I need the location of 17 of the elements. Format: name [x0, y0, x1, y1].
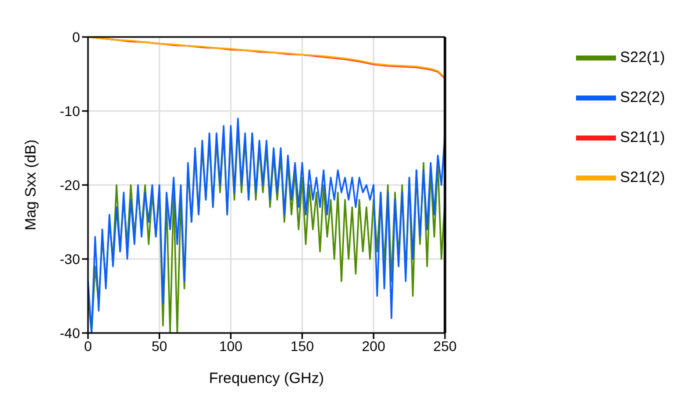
x-tick-label: 0 [84, 338, 92, 354]
y-tick-label: -10 [60, 102, 80, 119]
y-tick-label: -20 [60, 176, 80, 193]
legend-label: S22(1) [620, 48, 665, 66]
x-tick-label: 50 [152, 338, 168, 354]
x-tick-label: 100 [219, 338, 243, 354]
y-axis-title: Mag Sxx (dB) [22, 140, 40, 230]
y-tick-label: 0 [72, 28, 80, 45]
x-tick-label: 250 [433, 338, 457, 354]
x-tick-label: 200 [362, 338, 386, 354]
x-tick-label: 150 [290, 338, 314, 354]
y-tick-label: -30 [60, 250, 80, 267]
y-tick-label: -40 [60, 324, 80, 341]
x-axis-title: Frequency (GHz) [208, 370, 324, 387]
legend-label: S22(2) [620, 88, 665, 106]
legend-label: S21(1) [620, 128, 665, 146]
legend-label: S21(2) [620, 168, 665, 186]
